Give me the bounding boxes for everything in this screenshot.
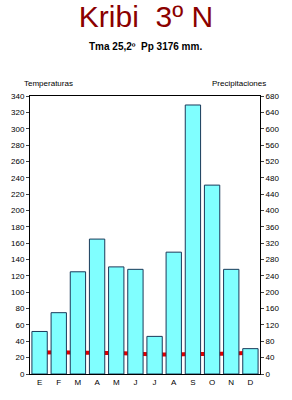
svg-text:Temperaturas: Temperaturas <box>24 79 73 88</box>
svg-text:120: 120 <box>11 272 25 281</box>
svg-text:M: M <box>113 378 120 387</box>
svg-text:440: 440 <box>266 190 280 199</box>
svg-text:J: J <box>133 378 137 387</box>
svg-text:220: 220 <box>11 190 25 199</box>
svg-text:300: 300 <box>11 125 25 134</box>
svg-text:100: 100 <box>11 288 25 297</box>
svg-text:600: 600 <box>266 125 280 134</box>
svg-text:280: 280 <box>266 255 280 264</box>
svg-text:180: 180 <box>11 223 25 232</box>
svg-text:A: A <box>94 378 100 387</box>
svg-text:D: D <box>248 378 254 387</box>
svg-text:480: 480 <box>266 174 280 183</box>
svg-text:40: 40 <box>266 353 275 362</box>
svg-text:520: 520 <box>266 157 280 166</box>
svg-text:320: 320 <box>11 108 25 117</box>
svg-text:560: 560 <box>266 141 280 150</box>
svg-text:20: 20 <box>15 353 24 362</box>
svg-text:60: 60 <box>15 321 24 330</box>
svg-text:Precipitaciones: Precipitaciones <box>212 79 266 88</box>
svg-text:Kribi 3º N: Kribi 3º N <box>79 0 213 33</box>
svg-text:640: 640 <box>266 108 280 117</box>
svg-text:200: 200 <box>266 288 280 297</box>
svg-text:160: 160 <box>11 239 25 248</box>
svg-text:360: 360 <box>266 223 280 232</box>
svg-text:M: M <box>75 378 82 387</box>
svg-text:240: 240 <box>11 174 25 183</box>
svg-text:E: E <box>37 378 42 387</box>
svg-text:320: 320 <box>266 239 280 248</box>
svg-text:340: 340 <box>11 92 25 101</box>
svg-text:Tma 25,2º Pp 3176 mm.: Tma 25,2º Pp 3176 mm. <box>89 41 202 52</box>
svg-text:0: 0 <box>266 370 271 379</box>
svg-text:0: 0 <box>20 370 25 379</box>
svg-text:160: 160 <box>266 304 280 313</box>
svg-text:680: 680 <box>266 92 280 101</box>
svg-text:120: 120 <box>266 321 280 330</box>
svg-text:80: 80 <box>266 337 275 346</box>
svg-text:140: 140 <box>11 255 25 264</box>
svg-text:F: F <box>56 378 61 387</box>
svg-text:J: J <box>153 378 157 387</box>
svg-text:O: O <box>209 378 215 387</box>
svg-text:40: 40 <box>15 337 24 346</box>
svg-text:240: 240 <box>266 272 280 281</box>
svg-text:N: N <box>228 378 234 387</box>
svg-text:80: 80 <box>15 304 24 313</box>
svg-text:260: 260 <box>11 157 25 166</box>
svg-text:200: 200 <box>11 206 25 215</box>
svg-text:A: A <box>171 378 177 387</box>
svg-text:400: 400 <box>266 206 280 215</box>
svg-text:280: 280 <box>11 141 25 150</box>
svg-text:S: S <box>190 378 195 387</box>
